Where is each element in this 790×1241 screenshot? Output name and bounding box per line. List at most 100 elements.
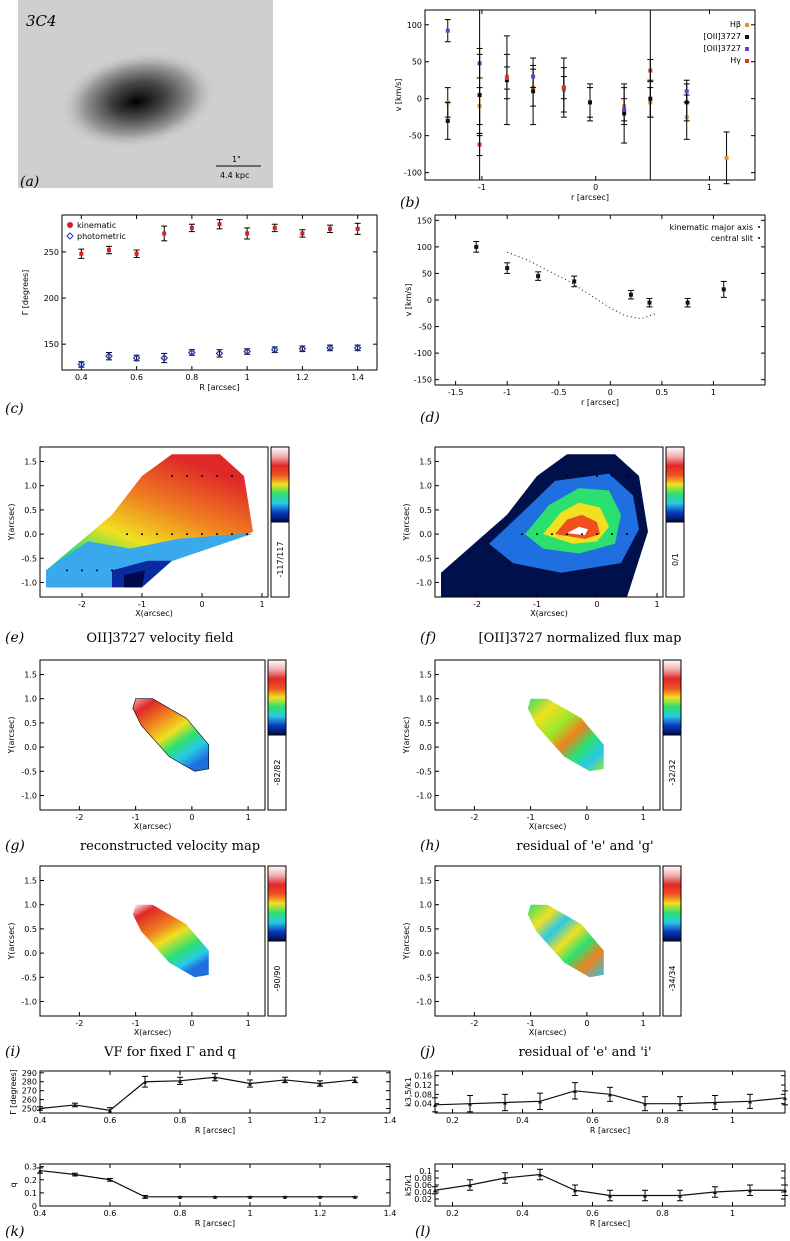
x-tick-label: 0 — [593, 183, 598, 192]
y-tick-label: -1.0 — [21, 791, 37, 800]
x-tick-label: -2 — [78, 600, 86, 609]
y-tick-label: 0.0 — [24, 743, 37, 752]
y-axis-label: Y(arcsec) — [402, 716, 411, 754]
panel-i: -2 -1 0 1 -1.0 -0.5 0.0 0.5 1.0 1.5 X(arcsec) Y(arc… — [0, 858, 395, 1063]
panel-k-top: 0.4 0.6 0.8 1 1.2 1.4 250 260 270 280 290 R [arcsec… — [0, 1063, 396, 1143]
data-point — [474, 244, 479, 249]
x-tick-label: 1 — [246, 1019, 251, 1028]
map-frame — [434, 659, 661, 811]
fiber-point — [581, 475, 583, 478]
fiber-point — [81, 569, 83, 572]
data-point — [213, 1075, 217, 1080]
panel-k: 0.4 0.6 0.8 1 1.2 1.4 0 0.1 0.2 0.3 R [arcsec] q (k) — [0, 1158, 396, 1241]
x-tick-label: 1 — [259, 600, 264, 609]
y-tick-label: -0.5 — [416, 767, 432, 776]
data-point — [536, 274, 541, 279]
panel-h: -2 -1 0 1 -1.0 -0.5 0.0 0.5 1.0 1.5 X(arcsec) Y(arc… — [395, 652, 790, 862]
y-tick-label: 0.0 — [24, 949, 37, 958]
y-tick-label: 1.0 — [419, 482, 432, 491]
map-frame — [39, 659, 266, 811]
data-point — [318, 1081, 322, 1086]
x-tick-label: -1 — [527, 1019, 535, 1028]
flux-region-peak — [555, 514, 600, 539]
panel-label-c: (c) — [5, 401, 24, 417]
data-point — [217, 222, 222, 227]
data-point — [353, 1077, 357, 1082]
fiber-point — [201, 533, 203, 536]
map-frame — [434, 865, 661, 1017]
panel-d: -1.5 -1 -0.5 0 0.5 1 -150 -100 -50 0 50 100 150 r [ar… — [395, 205, 790, 430]
data-point — [73, 1102, 77, 1107]
data-point — [108, 1177, 112, 1182]
y-tick-label: 1.5 — [419, 877, 432, 886]
y-tick-label: 150 — [44, 340, 59, 349]
y-axis-label: q — [9, 1182, 18, 1187]
data-point — [433, 1102, 437, 1107]
data-point — [243, 347, 251, 356]
y-tick-label: -1.0 — [21, 997, 37, 1006]
data-point — [713, 1100, 717, 1105]
scale-bar-top: 1" — [232, 155, 241, 164]
x-tick-label: 1 — [641, 813, 646, 822]
legend-entry: Hβ — [730, 20, 741, 29]
panel-label-e: (e) — [5, 630, 24, 646]
data-point — [748, 1099, 752, 1104]
data-point — [622, 107, 627, 112]
data-point — [283, 1077, 287, 1082]
data-point — [77, 360, 86, 369]
data-point — [189, 225, 194, 230]
colorbar-label-box — [662, 940, 682, 1017]
plot-frame — [39, 1070, 391, 1114]
fiber-point — [581, 533, 583, 536]
data-point — [134, 251, 139, 256]
x-tick-label: -1 — [503, 388, 511, 397]
flux-region-max — [567, 526, 588, 536]
panel-label-k: (k) — [5, 1224, 24, 1240]
data-point — [572, 279, 577, 284]
y-tick-label: 0.0 — [24, 530, 37, 539]
x-tick-label: -2 — [470, 1019, 478, 1028]
map-frame — [39, 865, 266, 1017]
data-point — [531, 89, 536, 94]
data-point — [73, 1172, 77, 1177]
y-axis-label: Y(arcsec) — [402, 503, 411, 541]
data-point — [783, 1095, 787, 1100]
x-tick-label: -1 — [478, 183, 486, 192]
y-tick-label: -0.5 — [21, 973, 37, 982]
data-point — [353, 344, 362, 352]
panel-label-j: (j) — [420, 1044, 435, 1060]
legend-marker — [745, 35, 749, 39]
fiber-point — [626, 533, 628, 536]
data-point — [445, 28, 450, 33]
x-tick-label: 0.8 — [186, 373, 199, 382]
x-axis-label: R [arcsec] — [199, 383, 239, 392]
fiber-point — [216, 533, 218, 536]
x-tick-label: -1 — [132, 1019, 140, 1028]
data-point — [748, 1188, 752, 1193]
y-tick-label: 0.0 — [419, 743, 432, 752]
x-tick-label: 1 — [641, 1019, 646, 1028]
x-axis-label: X(arcsec) — [530, 609, 568, 618]
panel-label-f: (f) — [420, 630, 436, 646]
legend-entry: [OII]3727 — [703, 44, 741, 53]
y-tick-label: 0.0 — [419, 530, 432, 539]
fiber-point — [186, 475, 188, 478]
x-tick-label: -0.5 — [551, 388, 567, 397]
colorbar — [662, 865, 682, 942]
y-tick-label: -1.0 — [21, 578, 37, 587]
legend-marker — [745, 47, 749, 51]
plot-frame — [424, 9, 756, 181]
data-point — [215, 349, 224, 358]
x-tick-label: -2 — [473, 600, 481, 609]
y-axis-label: Y(arcsec) — [402, 922, 411, 960]
y-tick-label: 150 — [417, 216, 432, 225]
x-tick-label: 0.6 — [586, 1116, 599, 1125]
colorbar-range: -117/117 — [276, 541, 285, 577]
legend-marker — [745, 59, 749, 63]
y-tick-label: 260 — [22, 1096, 37, 1105]
data-point — [245, 231, 250, 236]
y-tick-label: 200 — [44, 294, 59, 303]
y-tick-label: 100 — [417, 243, 432, 252]
fiber-point — [566, 475, 568, 478]
colorbar-label-box — [665, 521, 685, 598]
